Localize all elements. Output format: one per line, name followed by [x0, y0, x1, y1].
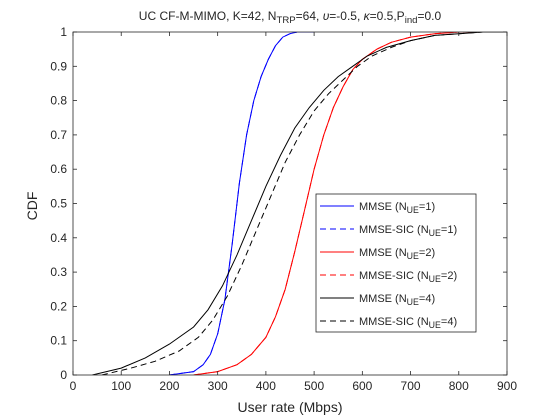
text-fragment: κ [364, 9, 371, 23]
series-line-4 [193, 32, 507, 375]
y-tick-label: 0.7 [50, 128, 67, 142]
text-fragment: =4) [441, 316, 457, 328]
x-tick-label: 700 [401, 379, 421, 393]
text-fragment: UE [429, 228, 441, 238]
text-fragment: UE [429, 320, 441, 330]
y-tick-label: 0.8 [50, 94, 67, 108]
text-fragment: UC CF-M-MIMO, K=42, N [139, 9, 277, 23]
text-fragment: MMSE (N [359, 201, 407, 213]
x-tick-label: 600 [352, 379, 372, 393]
text-fragment: MMSE-SIC (N [359, 316, 429, 328]
text-fragment: MMSE (N [359, 247, 407, 259]
x-tick-label: 0 [70, 379, 77, 393]
chart-title: UC CF-M-MIMO, K=42, NTRP=64, υ=-0.5, κ=0… [139, 9, 442, 26]
x-tick-label: 800 [449, 379, 469, 393]
x-axis-label: User rate (Mbps) [237, 399, 342, 415]
series-group [92, 32, 507, 375]
legend-entry-4: MMSE-SIC (NUE=2) [359, 270, 457, 284]
y-tick-label: 0.9 [50, 59, 67, 73]
legend-entry-3: MMSE (NUE=2) [359, 247, 435, 261]
legend-entry-5: MMSE (NUE=4) [359, 293, 435, 307]
y-tick-label: 0.4 [50, 231, 67, 245]
legend-entry-6: MMSE-SIC (NUE=4) [359, 316, 457, 330]
x-tick-label: 900 [497, 379, 517, 393]
x-tick-label: 200 [159, 379, 179, 393]
y-tick-label: 0.3 [50, 265, 67, 279]
legend-entry-1: MMSE (NUE=1) [359, 201, 435, 215]
text-fragment: UE [407, 205, 419, 215]
text-fragment: =0.5,P [370, 9, 405, 23]
text-fragment: =1) [419, 201, 435, 213]
text-fragment: =2) [441, 270, 457, 282]
x-tick-label: 500 [304, 379, 324, 393]
y-tick-label: 0.2 [50, 299, 67, 313]
y-axis-label: CDF [24, 192, 40, 221]
text-fragment: =0.0 [418, 9, 442, 23]
text-fragment: =-0.5, [329, 9, 363, 23]
text-fragment: =4) [419, 293, 435, 305]
text-fragment: ind [405, 15, 418, 26]
text-fragment: TRP [276, 15, 295, 26]
y-tick-label: 0 [60, 368, 67, 382]
text-fragment: UE [429, 274, 441, 284]
x-tick-label: 400 [256, 379, 276, 393]
series-line-6 [101, 32, 507, 375]
text-fragment: UE [407, 251, 419, 261]
y-tick-label: 0.1 [50, 334, 67, 348]
legend-box [315, 193, 477, 333]
y-tick-label: 0.6 [50, 162, 67, 176]
series-line-5 [92, 32, 507, 375]
text-fragment: UE [407, 297, 419, 307]
text-fragment: =64, [296, 9, 323, 23]
legend-entry-2: MMSE-SIC (NUE=1) [359, 224, 457, 238]
x-tick-label: 300 [208, 379, 228, 393]
text-fragment: =2) [419, 247, 435, 259]
x-tick-label: 100 [111, 379, 131, 393]
text-fragment: MMSE-SIC (N [359, 224, 429, 236]
text-fragment: υ [323, 9, 330, 23]
text-fragment: MMSE-SIC (N [359, 270, 429, 282]
text-fragment: =1) [441, 224, 457, 236]
series-line-1 [169, 32, 315, 375]
text-fragment: MMSE (N [359, 293, 407, 305]
y-tick-label: 1 [60, 25, 67, 39]
legend: MMSE (NUE=1)MMSE-SIC (NUE=1)MMSE (NUE=2)… [315, 193, 477, 333]
y-tick-label: 0.5 [50, 197, 67, 211]
